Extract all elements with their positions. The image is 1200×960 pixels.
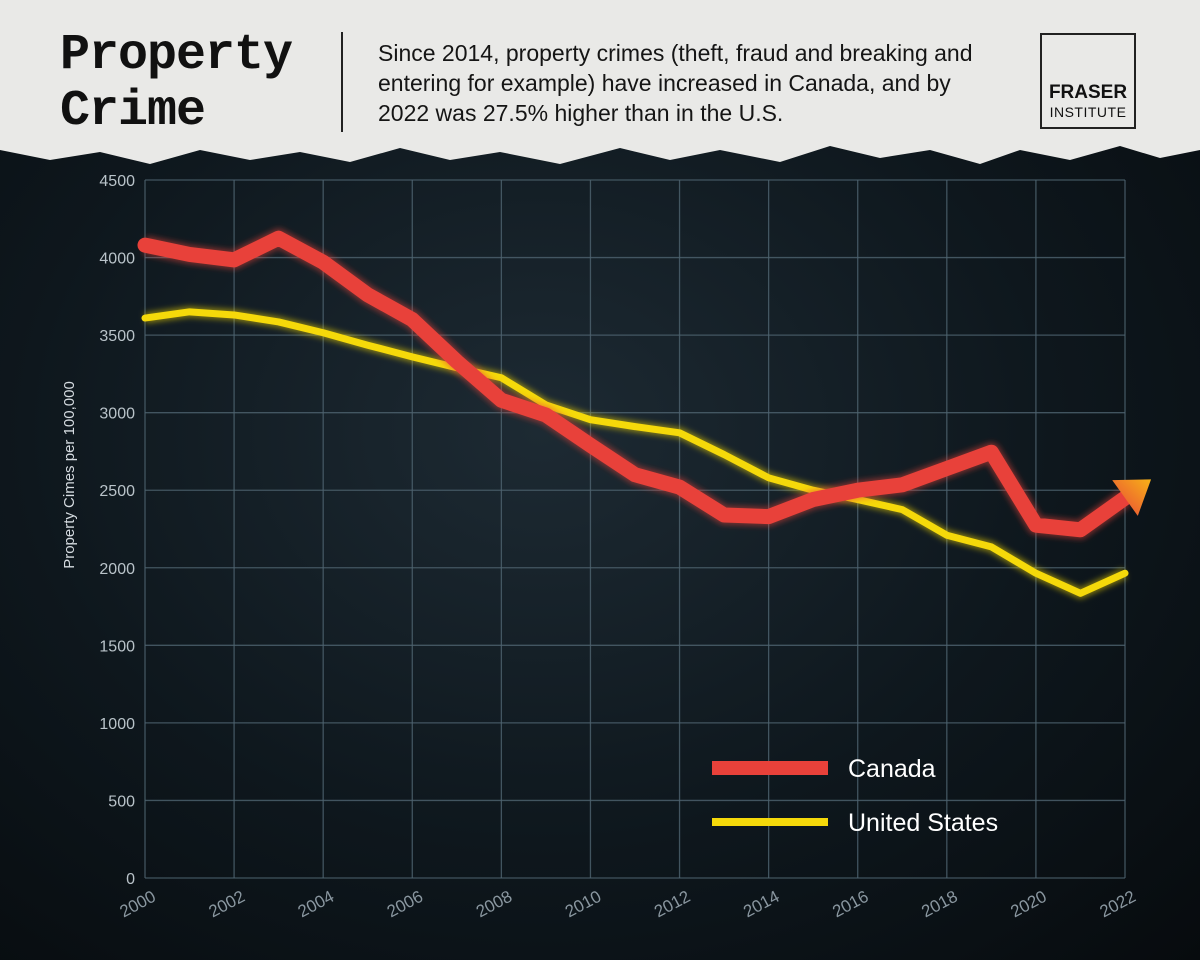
legend-label: Canada	[848, 755, 936, 783]
subtitle: Since 2014, property crimes (theft, frau…	[378, 40, 973, 126]
x-tick-label: 2012	[651, 887, 693, 922]
x-tick-label: 2006	[384, 887, 426, 922]
x-tick-label: 2014	[740, 887, 782, 922]
y-tick-label: 1500	[99, 638, 135, 655]
legend-label: United States	[848, 809, 998, 837]
x-tick-label: 2018	[918, 887, 960, 922]
series-line	[141, 308, 1129, 597]
y-axis-label: Property Cimes per 100,000	[61, 381, 78, 569]
y-tick-label: 3500	[99, 328, 135, 345]
arrow-head	[1112, 479, 1152, 516]
x-tick-label: 2020	[1007, 887, 1049, 922]
line-glow	[143, 228, 1131, 540]
x-tick-label: 2000	[117, 887, 159, 922]
y-tick-label: 4500	[99, 173, 135, 190]
logo-text: FRASER	[1048, 82, 1128, 103]
y-tick-label: 2500	[99, 483, 135, 500]
y-tick-label: 2000	[99, 561, 135, 578]
y-tick-label: 0	[126, 871, 135, 888]
x-tick-label: 2002	[206, 887, 248, 922]
logo-text: INSTITUTE	[1049, 104, 1127, 120]
y-tick-label: 1000	[99, 716, 135, 733]
title: Property Crime	[60, 27, 293, 140]
x-tick-label: 2008	[473, 887, 515, 922]
x-tick-label: 2016	[829, 887, 871, 922]
series-line	[137, 230, 1133, 538]
y-tick-label: 3000	[99, 406, 135, 423]
logo: FRASER INSTITUTE	[1040, 33, 1136, 129]
paper-header	[0, 0, 1200, 164]
y-tick-label: 500	[108, 793, 135, 810]
x-tick-label: 2022	[1097, 887, 1139, 922]
y-tick-label: 4000	[99, 251, 135, 268]
divider	[341, 32, 343, 132]
x-tick-label: 2010	[562, 887, 604, 922]
x-tick-label: 2004	[295, 887, 337, 922]
